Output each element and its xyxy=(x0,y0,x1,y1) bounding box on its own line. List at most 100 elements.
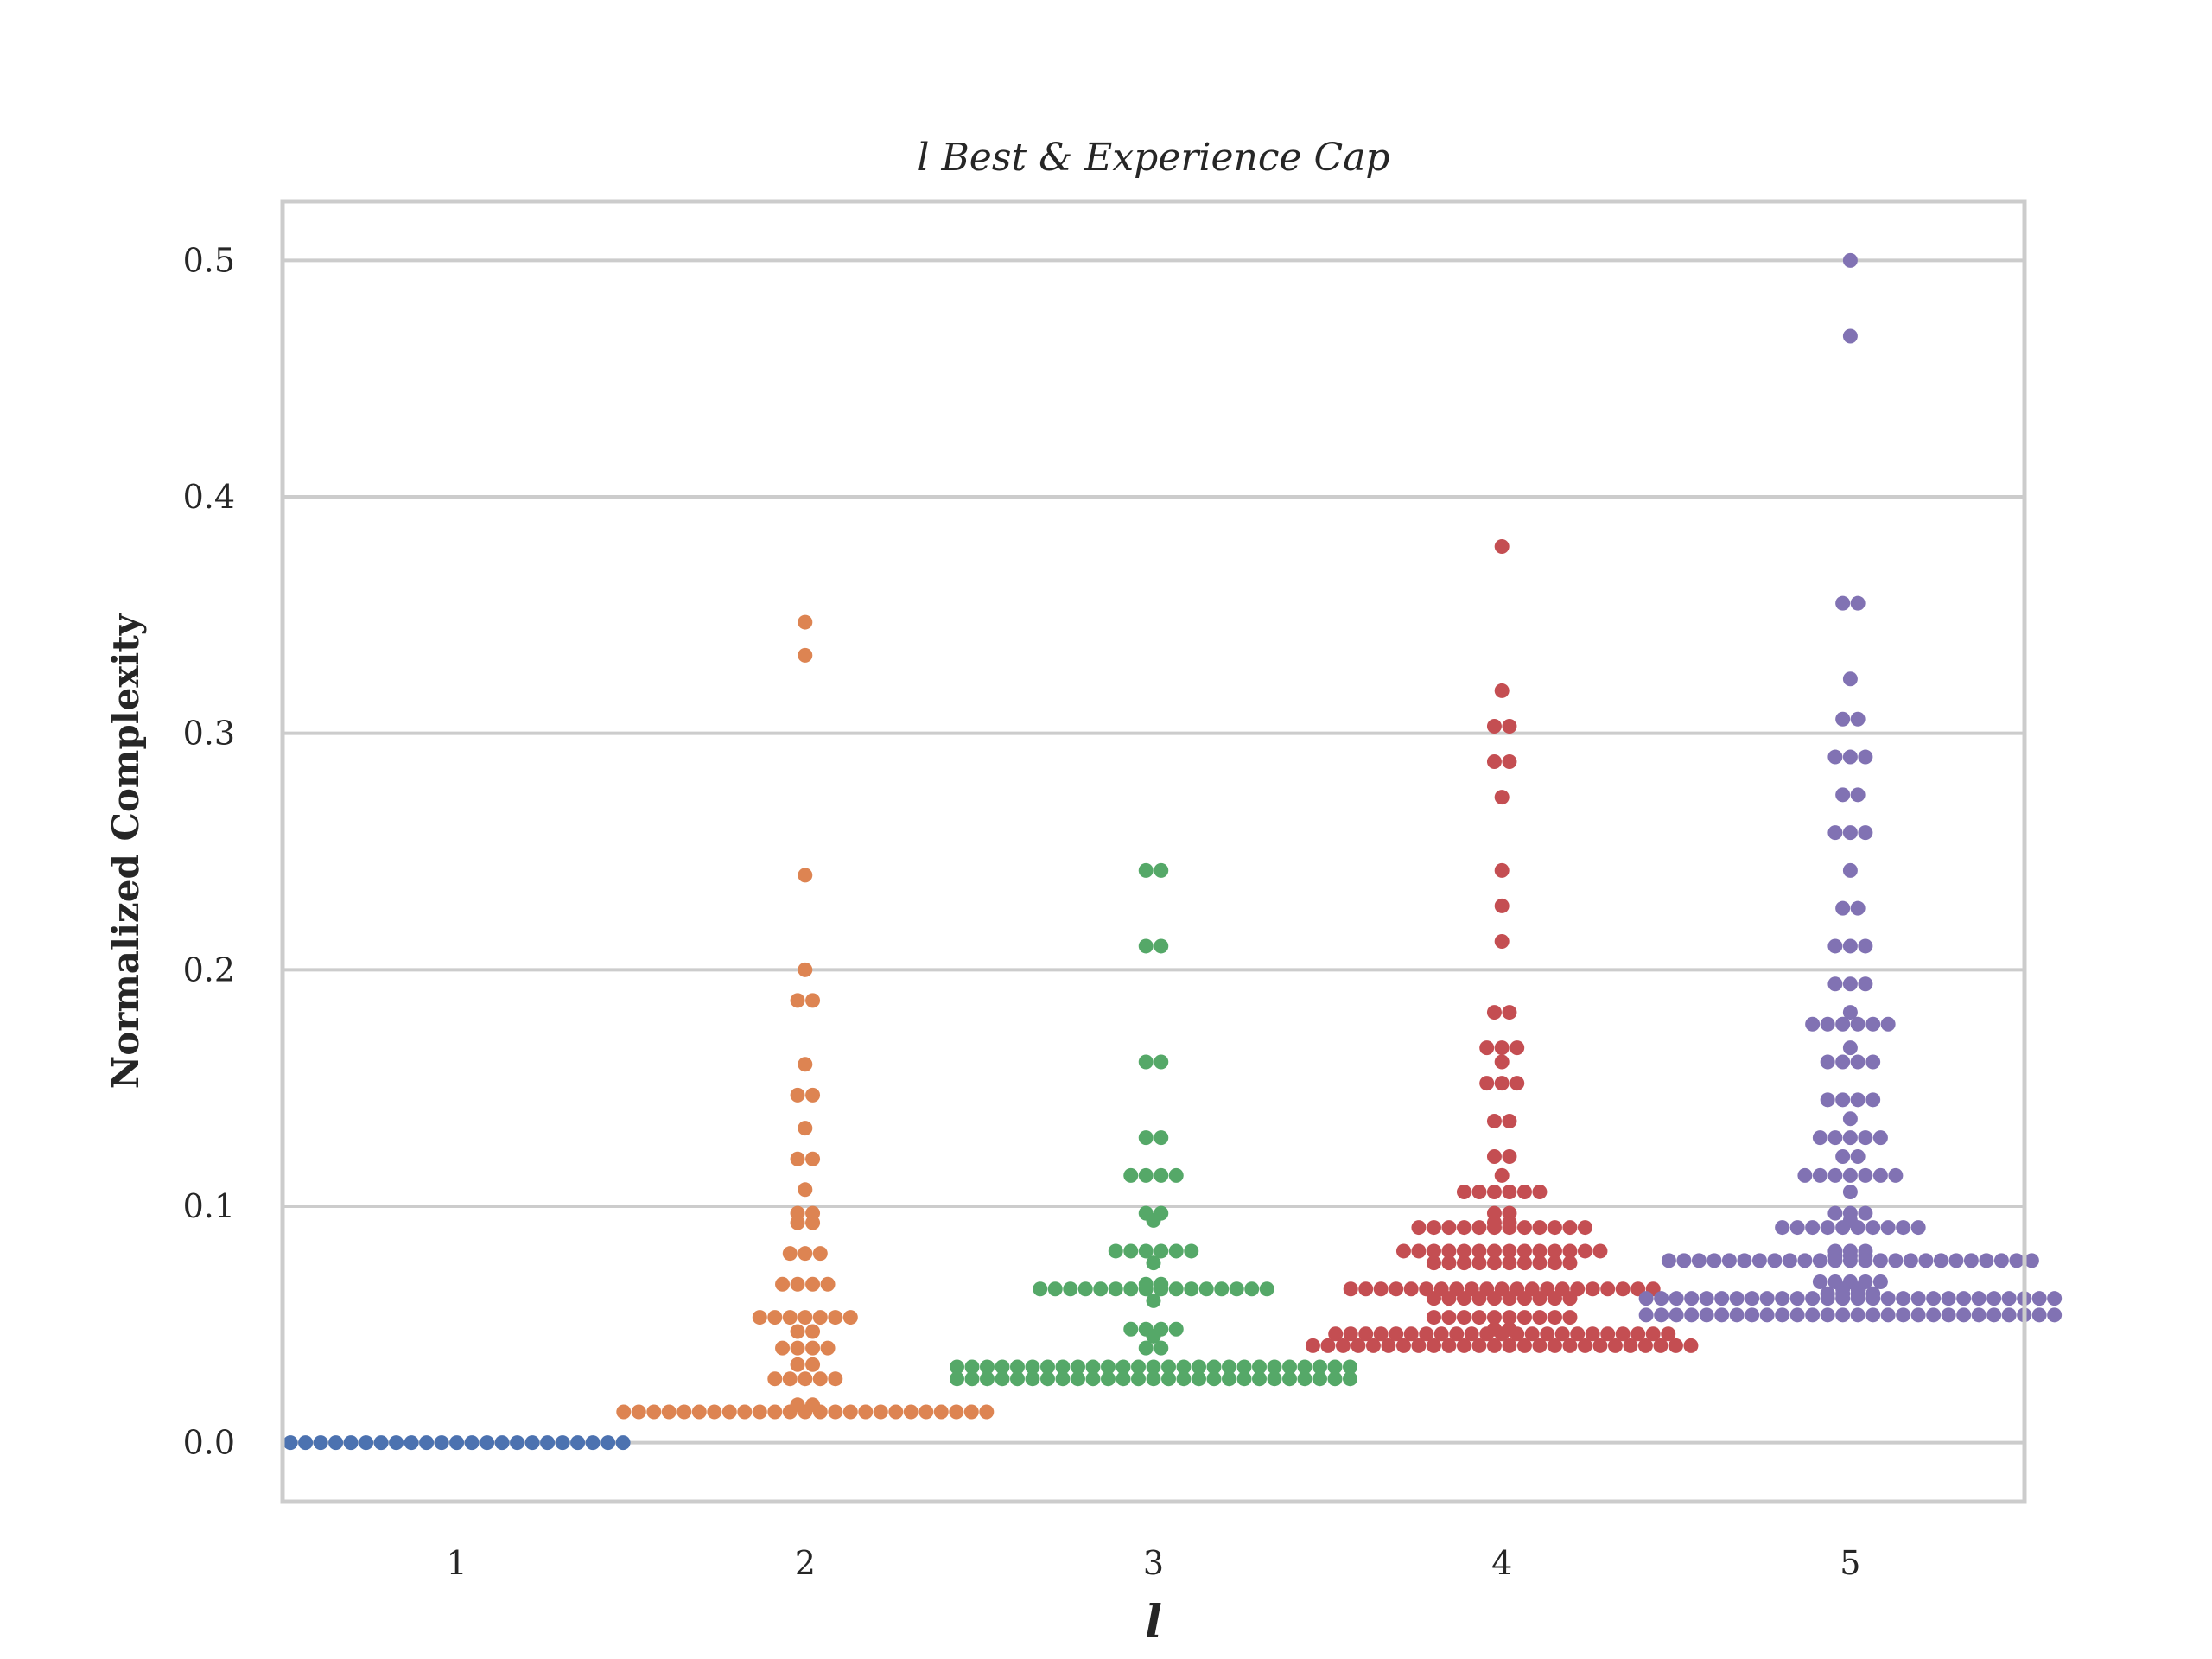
data-point xyxy=(888,1404,904,1420)
data-point xyxy=(1842,1253,1858,1268)
data-point xyxy=(1403,1326,1419,1342)
data-point xyxy=(1714,1291,1730,1306)
data-point xyxy=(1554,1326,1570,1342)
x-tick-labels: 1 2 3 4 5 xyxy=(447,1544,1861,1582)
data-point xyxy=(691,1404,707,1420)
data-point xyxy=(798,647,813,663)
data-point xyxy=(1653,1338,1669,1353)
data-point xyxy=(1850,787,1866,803)
data-point xyxy=(1835,1307,1851,1323)
data-point xyxy=(1198,1281,1214,1297)
data-point xyxy=(1486,1338,1502,1353)
data-point xyxy=(1524,1326,1540,1342)
data-point xyxy=(1146,1371,1161,1387)
data-point xyxy=(1827,1253,1843,1268)
data-point xyxy=(1123,1167,1139,1183)
data-point xyxy=(1880,1016,1896,1032)
data-point xyxy=(1872,1274,1888,1290)
data-point xyxy=(1789,1220,1805,1236)
data-point xyxy=(1570,1326,1586,1342)
data-point xyxy=(1866,1054,1881,1070)
data-point xyxy=(1805,1307,1821,1323)
data-point xyxy=(1941,1307,1956,1323)
data-point xyxy=(1941,1291,1956,1306)
data-point xyxy=(1138,1243,1154,1259)
data-point xyxy=(1858,749,1873,765)
data-point xyxy=(752,1404,767,1420)
data-point xyxy=(1222,1371,1236,1387)
data-point xyxy=(1146,1328,1161,1344)
data-point xyxy=(1805,1291,1821,1306)
data-point xyxy=(1486,718,1502,734)
data-point xyxy=(1842,1130,1858,1146)
data-point xyxy=(790,1357,805,1372)
data-point xyxy=(1154,1130,1169,1146)
data-point xyxy=(1471,1220,1487,1236)
data-point xyxy=(805,1397,821,1413)
data-point xyxy=(1516,1338,1532,1353)
data-point xyxy=(1040,1359,1055,1375)
data-point xyxy=(1138,1054,1154,1070)
data-point xyxy=(721,1404,737,1420)
data-point xyxy=(1963,1253,1979,1268)
data-point xyxy=(798,1182,813,1198)
data-point xyxy=(1494,898,1510,913)
data-point xyxy=(1737,1253,1752,1268)
data-point xyxy=(1259,1281,1274,1297)
data-point xyxy=(1343,1326,1358,1342)
data-point xyxy=(1025,1371,1040,1387)
data-point xyxy=(1433,1326,1449,1342)
data-point xyxy=(1411,1220,1427,1236)
data-point xyxy=(1441,1310,1457,1325)
data-point xyxy=(1948,1253,1964,1268)
data-point xyxy=(1502,754,1517,770)
data-point xyxy=(1562,1220,1578,1236)
data-point xyxy=(1842,252,1858,268)
data-point xyxy=(1305,1338,1320,1353)
data-point xyxy=(1358,1281,1374,1297)
data-point xyxy=(1812,1253,1827,1268)
data-point xyxy=(790,1151,805,1166)
data-point xyxy=(1850,1148,1866,1164)
data-point xyxy=(343,1435,359,1451)
data-point xyxy=(449,1435,465,1451)
data-point xyxy=(1842,862,1858,878)
data-point xyxy=(1123,1321,1139,1337)
data-point xyxy=(1236,1359,1252,1375)
data-point xyxy=(1835,711,1851,727)
data-point xyxy=(1343,1359,1357,1375)
data-point xyxy=(1101,1371,1116,1387)
data-point xyxy=(1888,1167,1904,1183)
data-point xyxy=(1654,1307,1669,1323)
data-point xyxy=(1676,1253,1692,1268)
data-point xyxy=(1835,1291,1851,1306)
data-point xyxy=(661,1404,677,1420)
data-point xyxy=(1858,938,1873,954)
data-point xyxy=(979,1404,995,1420)
data-point xyxy=(1077,1281,1093,1297)
data-point xyxy=(1131,1359,1146,1375)
data-point xyxy=(782,1246,798,1262)
data-point xyxy=(1866,1307,1881,1323)
data-point xyxy=(1441,1220,1457,1236)
data-point xyxy=(555,1435,570,1451)
data-point xyxy=(1850,1291,1866,1306)
data-point xyxy=(1486,1113,1502,1128)
y-tick-label: 0.1 xyxy=(183,1187,235,1225)
data-point xyxy=(1138,938,1154,954)
data-point xyxy=(1471,1255,1487,1271)
data-point xyxy=(1775,1307,1790,1323)
data-point xyxy=(1456,1338,1471,1353)
data-point xyxy=(903,1404,918,1420)
data-point xyxy=(782,1371,798,1387)
plot-frame xyxy=(280,199,2027,1504)
data-point xyxy=(1820,1291,1835,1306)
data-point xyxy=(1516,1220,1532,1236)
data-point xyxy=(1820,1054,1835,1070)
data-point xyxy=(1297,1359,1313,1375)
data-point xyxy=(1827,749,1843,765)
data-point xyxy=(480,1435,495,1451)
data-point xyxy=(1562,1243,1578,1259)
data-point xyxy=(1896,1307,1911,1323)
data-point xyxy=(1918,1253,1934,1268)
